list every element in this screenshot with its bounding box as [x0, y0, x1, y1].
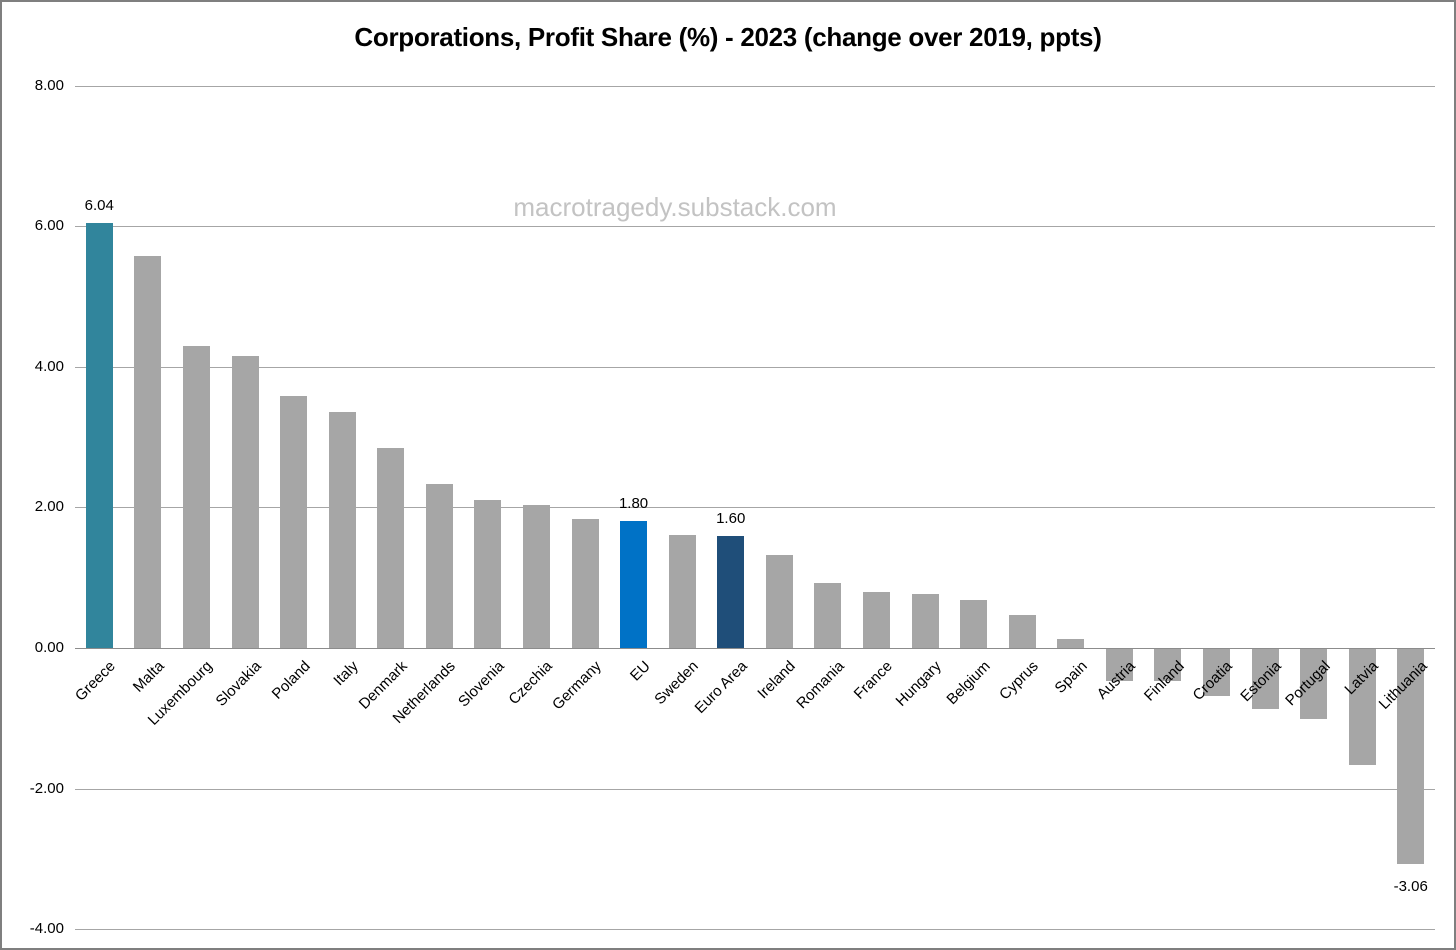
bar-sweden — [668, 534, 696, 648]
gridline-0.00 — [75, 648, 1435, 649]
value-label-lithuania: -3.06 — [1393, 878, 1428, 896]
bar-malta — [134, 255, 162, 648]
bar-cyprus — [1008, 614, 1036, 648]
bar-croatia — [1202, 649, 1230, 697]
y-tick-label-0.00: 0.00 — [34, 639, 64, 656]
y-tick-label-6.00: 6.00 — [34, 217, 64, 235]
bar-netherlands — [425, 484, 453, 648]
gridline--4.00 — [75, 929, 1435, 931]
bar-austria — [1105, 649, 1133, 681]
value-label-euro-area: 1.60 — [716, 509, 746, 527]
bar-belgium — [960, 600, 988, 648]
bar-lithuania — [1397, 649, 1425, 865]
bar-euro-area — [717, 535, 745, 648]
bar-france — [862, 591, 890, 648]
chart-title: Corporations, Profit Share (%) - 2023 (c… — [354, 22, 1102, 52]
bar-slovakia — [231, 356, 259, 648]
bar-hungary — [911, 593, 939, 648]
y-tick-label-2.00: 2.00 — [34, 498, 64, 516]
bar-spain — [1057, 638, 1085, 648]
value-label-eu: 1.80 — [618, 495, 649, 513]
value-label-greece: 6.04 — [84, 197, 114, 215]
bar-finland — [1154, 649, 1182, 682]
gridline-4.00 — [75, 366, 1435, 368]
bar-slovenia — [474, 500, 502, 648]
gridline-2.00 — [75, 507, 1435, 509]
bar-denmark — [377, 447, 405, 648]
bar-poland — [280, 396, 308, 648]
bar-luxembourg — [182, 345, 210, 648]
y-tick-label-4.00: 4.00 — [34, 357, 64, 375]
watermark-text: macrotragedy.substack.com — [513, 192, 837, 222]
bar-italy — [328, 411, 356, 648]
y-tick-label--4.00: -4.00 — [29, 920, 64, 938]
bar-estonia — [1251, 649, 1279, 709]
bar-romania — [814, 582, 842, 648]
bar-eu — [620, 521, 648, 648]
y-tick-label-8.00: 8.00 — [34, 76, 64, 94]
bar-greece — [85, 223, 113, 648]
bar-portugal — [1300, 649, 1328, 720]
gridline-8.00 — [75, 85, 1435, 87]
y-tick-label--2.00: -2.00 — [29, 779, 64, 797]
bar-germany — [571, 519, 599, 648]
gridline--2.00 — [75, 788, 1435, 790]
bar-ireland — [765, 554, 793, 648]
bar-latvia — [1348, 649, 1376, 765]
gridline-6.00 — [75, 226, 1435, 228]
bar-czechia — [522, 504, 550, 648]
